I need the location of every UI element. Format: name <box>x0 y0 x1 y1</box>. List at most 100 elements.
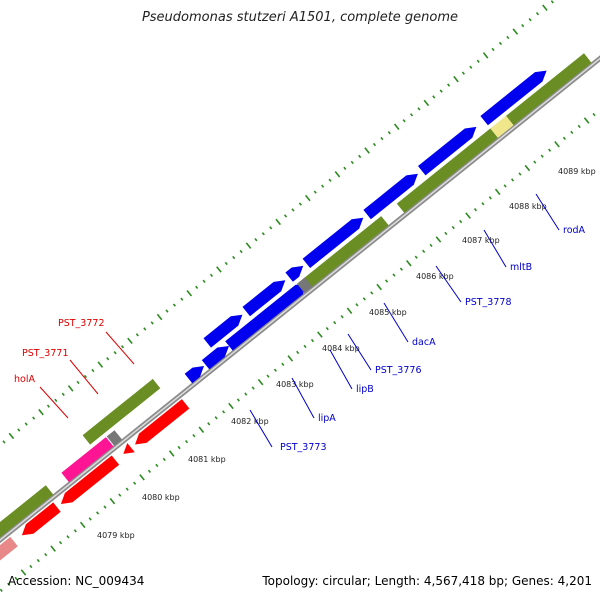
tick-mark <box>266 374 270 378</box>
tick-mark <box>67 385 74 392</box>
tick-mark <box>387 130 391 135</box>
tick-mark <box>524 164 531 172</box>
tick-mark <box>592 112 596 117</box>
backbone-highlight-line <box>0 57 600 541</box>
scale-label: 4080 kbp <box>142 493 180 502</box>
tick-mark <box>120 345 125 349</box>
leader-line <box>69 359 99 395</box>
tick-mark <box>554 141 560 148</box>
tick-mark <box>370 291 374 295</box>
highlighted-gene <box>61 437 114 483</box>
cds-forward <box>184 366 204 384</box>
tick-mark <box>291 208 295 212</box>
tick-mark <box>96 511 100 515</box>
tick-mark <box>214 416 218 420</box>
tick-mark <box>350 160 354 165</box>
tick-mark <box>518 172 522 176</box>
cds-reverse <box>135 399 190 445</box>
tick-mark <box>125 487 129 491</box>
scale-labels: 4079 kbp 4080 kbp 4081 kbp 4082 kbp 4083 kbp… <box>97 167 596 540</box>
tick-mark <box>180 297 184 301</box>
tick-mark <box>44 552 48 557</box>
tick-mark <box>88 517 92 521</box>
tick-mark <box>257 378 264 386</box>
gene-label-forward: mltB <box>510 262 532 273</box>
tick-mark <box>133 481 137 485</box>
leader-line <box>483 229 507 268</box>
tick-mark <box>269 226 273 230</box>
tick-mark <box>232 255 236 260</box>
tick-mark <box>20 569 27 576</box>
tick-mark <box>118 493 122 497</box>
gene-label-forward: lipB <box>356 384 374 395</box>
leader-line <box>105 331 135 365</box>
tick-mark <box>453 75 459 83</box>
cds-other <box>0 485 54 538</box>
tick-mark <box>376 283 382 291</box>
tick-mark <box>469 65 473 69</box>
genome-summary: Topology: circular; Length: 4,567,418 bp… <box>262 574 592 588</box>
tick-mark <box>550 0 554 4</box>
tick-mark <box>24 422 28 426</box>
cds-reverse-pale <box>0 536 18 561</box>
cds-forward <box>201 346 229 370</box>
cds-reverse <box>60 455 120 504</box>
tick-mark <box>362 297 366 301</box>
tick-mark <box>392 273 396 277</box>
inner-tick-track <box>0 107 600 592</box>
scale-label: 4081 kbp <box>188 455 226 464</box>
tick-mark <box>244 392 248 396</box>
scale-label: 4082 kbp <box>231 417 269 426</box>
tick-mark <box>494 188 501 196</box>
tick-mark <box>583 117 590 124</box>
tick-mark <box>542 4 548 12</box>
cds-forward <box>418 126 477 176</box>
cds-forward <box>480 70 547 126</box>
tick-mark <box>548 148 552 152</box>
tick-mark <box>358 154 362 159</box>
tick-mark <box>198 426 205 433</box>
scale-label: 4084 kbp <box>322 344 360 353</box>
tick-mark <box>287 355 294 362</box>
leader-line <box>347 333 372 371</box>
gap-feature <box>106 430 122 446</box>
tick-mark <box>334 171 341 178</box>
tick-mark <box>447 83 451 87</box>
tick-mark <box>503 184 507 188</box>
tick-mark <box>36 558 40 563</box>
tick-mark <box>481 202 485 206</box>
tick-mark <box>83 374 88 379</box>
tick-mark <box>461 71 465 75</box>
feature-track <box>0 53 592 561</box>
cds-other <box>396 128 498 213</box>
tick-mark <box>150 321 154 325</box>
tick-mark <box>451 225 455 230</box>
genome-backbone <box>0 55 600 544</box>
cds-forward <box>225 283 307 351</box>
leader-line <box>291 377 315 419</box>
tick-mark <box>17 428 21 432</box>
tick-mark <box>251 386 255 390</box>
tick-mark <box>156 313 163 321</box>
scale-label: 4079 kbp <box>97 531 135 540</box>
tick-mark <box>432 95 436 99</box>
tick-mark <box>444 231 448 236</box>
tick-mark <box>168 450 175 457</box>
tick-mark <box>325 326 329 331</box>
scale-label: 4083 kbp <box>276 380 314 389</box>
leader-line <box>329 349 353 390</box>
tick-mark <box>498 41 503 46</box>
tick-mark <box>155 463 159 468</box>
tick-mark <box>162 457 166 462</box>
tick-mark <box>465 212 471 219</box>
tick-mark <box>46 404 51 408</box>
tick-mark <box>0 588 3 592</box>
cds-reverse <box>21 502 61 536</box>
tick-mark <box>2 440 6 444</box>
tick-mark <box>577 124 581 129</box>
tick-mark <box>113 351 117 355</box>
tick-mark <box>216 266 222 273</box>
tick-mark <box>228 402 234 410</box>
